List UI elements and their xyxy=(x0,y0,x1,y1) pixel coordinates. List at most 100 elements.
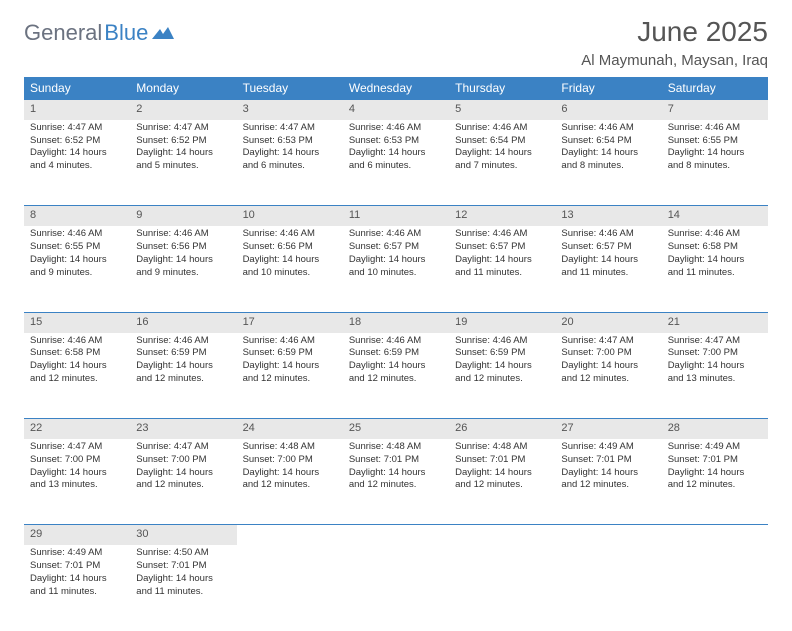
sunset-line: Sunset: 7:01 PM xyxy=(668,454,762,467)
day-content-cell: Sunrise: 4:46 AMSunset: 6:54 PMDaylight:… xyxy=(555,120,661,206)
daylight-line: Daylight: 14 hours and 9 minutes. xyxy=(136,254,230,280)
sunset-line: Sunset: 7:01 PM xyxy=(30,560,124,573)
sunset-line: Sunset: 6:55 PM xyxy=(668,135,762,148)
sunset-line: Sunset: 6:52 PM xyxy=(30,135,124,148)
title-block: June 2025 Al Maymunah, Maysan, Iraq xyxy=(581,16,768,69)
daylight-line: Daylight: 14 hours and 12 minutes. xyxy=(561,360,655,386)
day-number-cell: 2 xyxy=(130,100,236,120)
day-number: 10 xyxy=(243,208,337,223)
sunset-line: Sunset: 6:54 PM xyxy=(455,135,549,148)
sunrise-line: Sunrise: 4:46 AM xyxy=(30,335,124,348)
day-number-row: 15161718192021 xyxy=(24,312,768,332)
daylight-line: Daylight: 14 hours and 8 minutes. xyxy=(561,147,655,173)
day-number-cell xyxy=(662,525,768,545)
daylight-line: Daylight: 14 hours and 8 minutes. xyxy=(668,147,762,173)
day-content-cell: Sunrise: 4:48 AMSunset: 7:01 PMDaylight:… xyxy=(449,439,555,525)
day-content-row: Sunrise: 4:46 AMSunset: 6:55 PMDaylight:… xyxy=(24,226,768,312)
sunrise-line: Sunrise: 4:46 AM xyxy=(561,122,655,135)
day-number-cell: 13 xyxy=(555,206,661,226)
sunrise-line: Sunrise: 4:46 AM xyxy=(30,228,124,241)
day-number-cell: 17 xyxy=(237,312,343,332)
day-content-cell: Sunrise: 4:46 AMSunset: 6:58 PMDaylight:… xyxy=(24,333,130,419)
sunset-line: Sunset: 6:54 PM xyxy=(561,135,655,148)
sunrise-line: Sunrise: 4:47 AM xyxy=(136,441,230,454)
day-number: 7 xyxy=(668,102,762,117)
daylight-line: Daylight: 14 hours and 12 minutes. xyxy=(561,467,655,493)
sunrise-line: Sunrise: 4:47 AM xyxy=(136,122,230,135)
weekday-header: Sunday xyxy=(24,77,130,100)
sunset-line: Sunset: 6:56 PM xyxy=(243,241,337,254)
daylight-line: Daylight: 14 hours and 6 minutes. xyxy=(243,147,337,173)
sunset-line: Sunset: 6:55 PM xyxy=(30,241,124,254)
sunrise-line: Sunrise: 4:46 AM xyxy=(349,228,443,241)
sunrise-line: Sunrise: 4:46 AM xyxy=(136,335,230,348)
sunset-line: Sunset: 6:59 PM xyxy=(136,347,230,360)
day-number-cell: 5 xyxy=(449,100,555,120)
day-number: 27 xyxy=(561,421,655,436)
day-number: 11 xyxy=(349,208,443,223)
day-number-cell: 21 xyxy=(662,312,768,332)
header: GeneralBlue June 2025 Al Maymunah, Maysa… xyxy=(24,16,768,69)
day-content-cell xyxy=(237,545,343,631)
sunrise-line: Sunrise: 4:47 AM xyxy=(561,335,655,348)
day-content-cell: Sunrise: 4:46 AMSunset: 6:55 PMDaylight:… xyxy=(24,226,130,312)
sunset-line: Sunset: 6:53 PM xyxy=(349,135,443,148)
sunrise-line: Sunrise: 4:46 AM xyxy=(668,228,762,241)
day-number: 26 xyxy=(455,421,549,436)
day-number-cell: 3 xyxy=(237,100,343,120)
day-number: 15 xyxy=(30,315,124,330)
day-number-cell: 16 xyxy=(130,312,236,332)
day-number: 2 xyxy=(136,102,230,117)
sunrise-line: Sunrise: 4:47 AM xyxy=(30,122,124,135)
day-number: 5 xyxy=(455,102,549,117)
day-content-cell xyxy=(343,545,449,631)
sunrise-line: Sunrise: 4:46 AM xyxy=(455,335,549,348)
day-number-cell: 14 xyxy=(662,206,768,226)
day-content-cell: Sunrise: 4:48 AMSunset: 7:01 PMDaylight:… xyxy=(343,439,449,525)
sunrise-line: Sunrise: 4:46 AM xyxy=(136,228,230,241)
day-content-cell: Sunrise: 4:46 AMSunset: 6:56 PMDaylight:… xyxy=(130,226,236,312)
day-number-cell: 10 xyxy=(237,206,343,226)
day-number: 3 xyxy=(243,102,337,117)
daylight-line: Daylight: 14 hours and 9 minutes. xyxy=(30,254,124,280)
daylight-line: Daylight: 14 hours and 5 minutes. xyxy=(136,147,230,173)
day-content-cell: Sunrise: 4:49 AMSunset: 7:01 PMDaylight:… xyxy=(555,439,661,525)
daylight-line: Daylight: 14 hours and 6 minutes. xyxy=(349,147,443,173)
daylight-line: Daylight: 14 hours and 12 minutes. xyxy=(136,467,230,493)
day-number-cell: 19 xyxy=(449,312,555,332)
sunset-line: Sunset: 6:57 PM xyxy=(561,241,655,254)
day-content-row: Sunrise: 4:46 AMSunset: 6:58 PMDaylight:… xyxy=(24,333,768,419)
day-number: 19 xyxy=(455,315,549,330)
day-content-cell: Sunrise: 4:46 AMSunset: 6:56 PMDaylight:… xyxy=(237,226,343,312)
day-number: 28 xyxy=(668,421,762,436)
day-number: 20 xyxy=(561,315,655,330)
sunrise-line: Sunrise: 4:46 AM xyxy=(349,335,443,348)
day-number-cell xyxy=(555,525,661,545)
day-content-row: Sunrise: 4:47 AM Sunset: 7:00 PM Daylight:… xyxy=(24,439,768,525)
daylight-line: Daylight: 14 hours and 10 minutes. xyxy=(349,254,443,280)
sunset-line: Sunset: 6:59 PM xyxy=(349,347,443,360)
day-content-cell: Sunrise: 4:47 AMSunset: 6:53 PMDaylight:… xyxy=(237,120,343,206)
day-number-cell: 7 xyxy=(662,100,768,120)
daylight-line: Daylight: 14 hours and 11 minutes. xyxy=(455,254,549,280)
calendar-body: 1234567Sunrise: 4:47 AMSunset: 6:52 PMDa… xyxy=(24,100,768,631)
logo-text-general: General xyxy=(24,20,102,46)
daylight-line: Daylight: 14 hours and 12 minutes. xyxy=(136,360,230,386)
weekday-header: Saturday xyxy=(662,77,768,100)
day-content-cell: Sunrise: 4:50 AMSunset: 7:01 PMDaylight:… xyxy=(130,545,236,631)
logo: GeneralBlue xyxy=(24,20,174,46)
day-number-cell: 22 xyxy=(24,419,130,439)
daylight-line: Daylight: 14 hours and 12 minutes. xyxy=(243,360,337,386)
day-number-cell: 9 xyxy=(130,206,236,226)
sunrise-line: Sunrise: 4:48 AM xyxy=(243,441,337,454)
day-number: 12 xyxy=(455,208,549,223)
daylight-line: Daylight: 14 hours and 12 minutes. xyxy=(349,467,443,493)
day-content-cell: Sunrise: 4:46 AMSunset: 6:57 PMDaylight:… xyxy=(343,226,449,312)
day-number: 9 xyxy=(136,208,230,223)
day-number-cell: 6 xyxy=(555,100,661,120)
day-number: 17 xyxy=(243,315,337,330)
sunset-line: Sunset: 6:57 PM xyxy=(349,241,443,254)
sunset-line: Sunset: 7:00 PM xyxy=(243,454,337,467)
sunset-line: Sunset: 7:01 PM xyxy=(136,560,230,573)
sunset-line: Sunset: 6:59 PM xyxy=(243,347,337,360)
